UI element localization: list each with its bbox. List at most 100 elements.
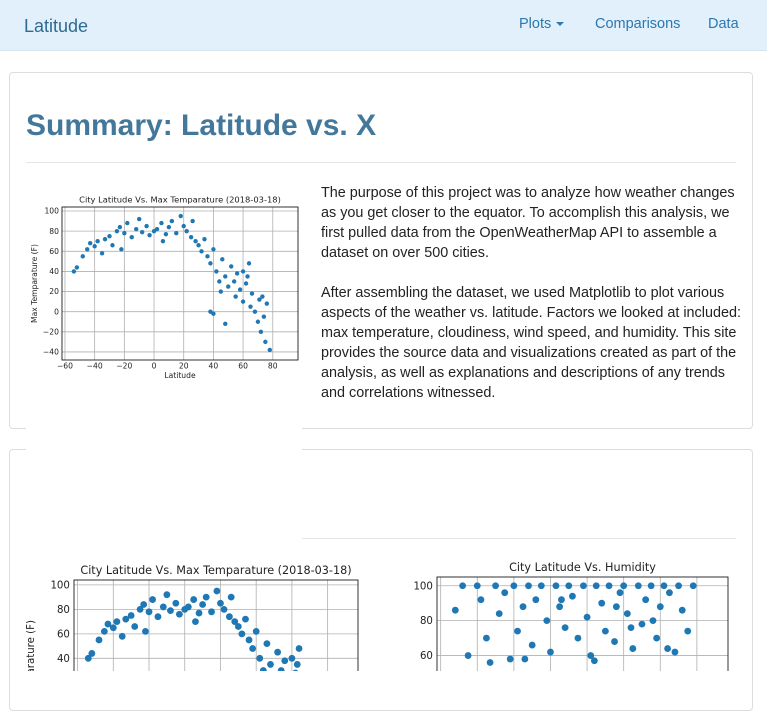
point (483, 634, 490, 642)
point (260, 294, 265, 299)
point (664, 645, 672, 652)
point (188, 234, 194, 240)
point (184, 228, 189, 234)
point (136, 605, 144, 613)
point (223, 274, 228, 279)
point (145, 608, 153, 616)
point (264, 301, 270, 306)
point (88, 650, 96, 657)
point (118, 632, 126, 640)
point (220, 257, 225, 262)
axes-frame (436, 576, 729, 671)
point (528, 641, 536, 649)
point (592, 582, 600, 590)
point (167, 607, 174, 614)
point (459, 582, 467, 590)
point (532, 596, 540, 604)
point (175, 610, 183, 618)
point (107, 233, 112, 239)
point (237, 287, 243, 292)
point (102, 237, 108, 242)
point (154, 613, 162, 621)
point (598, 599, 606, 607)
brand[interactable]: Latitude (24, 16, 89, 36)
plots-dropdown[interactable]: Plots (519, 16, 565, 32)
point (217, 279, 222, 284)
nav-link[interactable]: Data (708, 16, 739, 32)
point (214, 269, 219, 274)
point (88, 241, 93, 246)
point (218, 289, 224, 294)
y-axis-label: Max Temparature (F) (26, 620, 37, 671)
y-tick-label: 40 (49, 267, 59, 276)
point (684, 627, 692, 635)
point (127, 612, 135, 619)
y-tick-label: −40 (43, 348, 59, 357)
point (638, 620, 646, 628)
y-tick-label: 20 (49, 287, 59, 296)
point (660, 582, 668, 590)
caret (556, 22, 565, 27)
point (99, 251, 105, 256)
point (117, 224, 123, 230)
point (178, 213, 183, 219)
point (181, 223, 186, 229)
points (71, 213, 272, 353)
point (561, 624, 569, 632)
points (451, 582, 697, 666)
nav-link[interactable]: Plots (519, 16, 552, 32)
point (149, 596, 156, 603)
point (510, 582, 518, 590)
point (678, 606, 686, 614)
point (675, 582, 682, 590)
point (492, 582, 499, 590)
point (666, 589, 673, 597)
point (263, 640, 271, 648)
point (217, 599, 224, 607)
point (565, 582, 573, 590)
point (277, 667, 285, 671)
point (240, 269, 246, 274)
y-tick-label: 100 (50, 580, 69, 591)
point (501, 589, 509, 597)
point (605, 582, 613, 590)
point (225, 613, 233, 621)
point (242, 615, 249, 623)
point (249, 291, 255, 296)
point (129, 234, 134, 240)
point (246, 261, 252, 266)
point (245, 636, 253, 644)
chart-title: City Latitude Vs. Max Temparature (2018-… (79, 194, 281, 204)
point (627, 624, 635, 632)
point (569, 592, 576, 600)
point (464, 652, 472, 659)
point (140, 601, 148, 608)
point (653, 634, 661, 642)
chart: City Latitude Vs. Humidity−60−40−2002040… (400, 558, 735, 671)
point (629, 645, 637, 652)
nav-link[interactable]: Comparisons (595, 16, 681, 32)
point (634, 582, 642, 590)
point (192, 618, 199, 626)
point (506, 655, 514, 663)
point (477, 596, 485, 604)
point (243, 281, 249, 286)
chart-title: City Latitude Vs. Humidity (509, 561, 656, 574)
point (473, 582, 481, 590)
point (139, 229, 145, 235)
point (190, 596, 198, 603)
point (109, 624, 117, 632)
point (451, 606, 459, 614)
point (147, 232, 152, 238)
point (125, 220, 130, 226)
point (255, 319, 261, 324)
point (119, 247, 124, 252)
point (190, 218, 195, 224)
point (211, 247, 216, 252)
point (184, 603, 192, 611)
axes-frame (61, 206, 299, 361)
x-tick-label: −20 (116, 361, 132, 370)
point (590, 657, 598, 665)
point (169, 218, 175, 224)
point (257, 297, 262, 302)
